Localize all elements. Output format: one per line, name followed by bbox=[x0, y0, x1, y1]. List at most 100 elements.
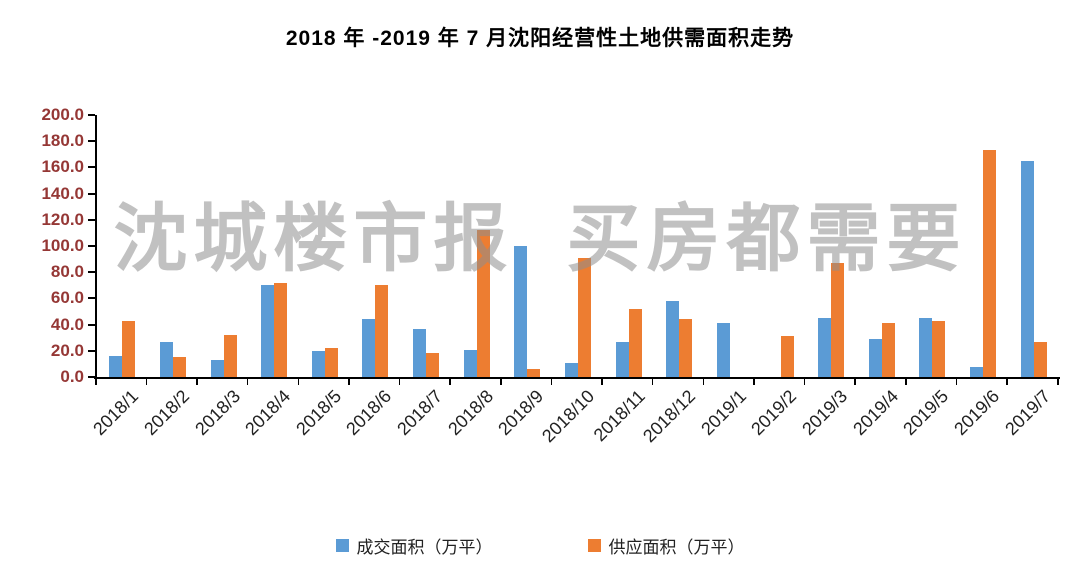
legend: 成交面积（万平） 供应面积（万平） bbox=[0, 533, 1080, 558]
y-tick-label: 40.0 bbox=[50, 314, 84, 334]
x-tick-mark bbox=[651, 379, 654, 385]
bar-series1 bbox=[463, 349, 477, 377]
x-tick-label: 2018/5 bbox=[291, 386, 345, 440]
x-tick-label: 2019/4 bbox=[848, 386, 902, 440]
bar-series1 bbox=[818, 318, 832, 377]
bar-series2 bbox=[122, 320, 136, 377]
bar-series1 bbox=[666, 301, 680, 377]
bar-series1 bbox=[362, 319, 376, 377]
bar-series1 bbox=[159, 341, 173, 377]
x-tick-mark bbox=[449, 379, 451, 385]
legend-swatch-icon bbox=[587, 539, 601, 552]
bar-series1 bbox=[210, 359, 224, 377]
legend-label: 供应面积（万平） bbox=[608, 538, 745, 557]
y-tick-mark bbox=[88, 192, 95, 195]
bar-series2 bbox=[780, 336, 794, 377]
bar-series2 bbox=[223, 335, 237, 377]
x-tick-mark bbox=[955, 379, 958, 385]
x-tick-label: 2018/1 bbox=[89, 386, 143, 440]
y-tick-label: 80.0 bbox=[50, 262, 84, 282]
x-tick-label: 2019/3 bbox=[798, 386, 852, 440]
bar-series1 bbox=[1020, 160, 1034, 377]
x-tick-mark bbox=[1006, 379, 1008, 385]
x-tick-label: 2019/6 bbox=[950, 386, 1004, 440]
x-tick-label: 2018/2 bbox=[140, 386, 194, 440]
bar-series1 bbox=[716, 323, 730, 377]
bar-series2 bbox=[679, 319, 693, 377]
bar-series2 bbox=[324, 348, 338, 377]
x-tick-label: 2019/1 bbox=[696, 386, 751, 440]
bar-series1 bbox=[413, 328, 427, 377]
bar-series2 bbox=[831, 263, 845, 377]
x-tick-mark bbox=[905, 379, 907, 385]
bar-series2 bbox=[426, 353, 440, 377]
bar-series2 bbox=[274, 282, 288, 377]
x-tick-label: 2019/2 bbox=[747, 386, 801, 440]
y-tick-label: 200.0 bbox=[41, 105, 84, 124]
bar-series2 bbox=[172, 357, 186, 377]
x-tick-mark bbox=[348, 379, 350, 385]
x-tick-label: 2018/6 bbox=[342, 386, 396, 440]
y-tick-label: 180.0 bbox=[41, 131, 84, 151]
x-tick-label: 2018/12 bbox=[639, 386, 700, 447]
y-tick-mark bbox=[88, 140, 95, 143]
bar-series1 bbox=[919, 318, 933, 377]
bar-series2 bbox=[578, 257, 591, 377]
legend-swatch-icon bbox=[335, 539, 349, 552]
y-tick-mark bbox=[88, 376, 95, 378]
bar-series2 bbox=[983, 150, 997, 377]
x-tick-label: 2018/7 bbox=[393, 386, 447, 440]
x-tick-mark bbox=[601, 379, 603, 385]
y-tick-mark bbox=[88, 218, 95, 221]
x-axis-line bbox=[94, 377, 1060, 379]
y-tick-mark bbox=[88, 349, 95, 352]
y-tick-label: 20.0 bbox=[50, 340, 84, 360]
x-tick-mark bbox=[95, 379, 97, 385]
x-tick-label: 2018/3 bbox=[190, 386, 244, 440]
bar-series1 bbox=[615, 341, 629, 377]
x-tick-mark bbox=[854, 379, 856, 385]
y-tick-mark bbox=[88, 297, 95, 300]
plot-area bbox=[95, 115, 1057, 377]
x-tick-label: 2019/5 bbox=[899, 386, 953, 440]
x-tick-mark bbox=[500, 379, 502, 385]
bar-series2 bbox=[881, 323, 895, 377]
x-tick-mark bbox=[1057, 379, 1059, 385]
x-tick-mark bbox=[196, 379, 198, 385]
bar-series1 bbox=[109, 356, 123, 377]
x-tick-mark bbox=[145, 379, 148, 385]
bar-series1 bbox=[514, 246, 528, 377]
y-tick-mark bbox=[88, 166, 95, 169]
bar-series1 bbox=[311, 350, 325, 377]
x-tick-mark bbox=[297, 379, 300, 385]
y-tick-mark bbox=[88, 245, 95, 247]
legend-label: 成交面积（万平） bbox=[356, 538, 493, 557]
x-tick-label: 2019/7 bbox=[1000, 386, 1054, 440]
x-tick-mark bbox=[753, 379, 755, 385]
chart-title: 2018 年 -2019 年 7 月沈阳经营性土地供需面积走势 bbox=[285, 27, 795, 50]
y-tick-label: 120.0 bbox=[41, 209, 84, 229]
bar-series2 bbox=[527, 369, 541, 377]
x-tick-mark bbox=[702, 379, 705, 385]
y-tick-mark bbox=[88, 271, 95, 274]
bar-series2 bbox=[628, 308, 642, 377]
y-tick-label: 140.0 bbox=[41, 183, 84, 203]
bar-series2 bbox=[1033, 341, 1047, 377]
x-tick-label: 2018/11 bbox=[589, 386, 649, 446]
bar-series1 bbox=[261, 285, 275, 377]
y-tick-label: 100.0 bbox=[41, 236, 84, 255]
x-tick-label: 2018/10 bbox=[537, 386, 599, 447]
x-tick-label: 2018/4 bbox=[241, 386, 295, 440]
x-tick-mark bbox=[398, 379, 401, 385]
y-tick-mark bbox=[88, 114, 95, 116]
bar-series2 bbox=[375, 285, 389, 377]
y-tick-mark bbox=[88, 323, 95, 326]
x-tick-mark bbox=[803, 379, 806, 385]
bar-series1 bbox=[970, 366, 984, 377]
legend-item-series1: 成交面积（万平） bbox=[335, 533, 493, 558]
y-tick-label: 0.0 bbox=[60, 367, 84, 386]
y-tick-label: 160.0 bbox=[41, 157, 84, 177]
x-tick-mark bbox=[246, 379, 249, 385]
bar-series2 bbox=[476, 230, 490, 377]
bar-series1 bbox=[565, 362, 578, 377]
